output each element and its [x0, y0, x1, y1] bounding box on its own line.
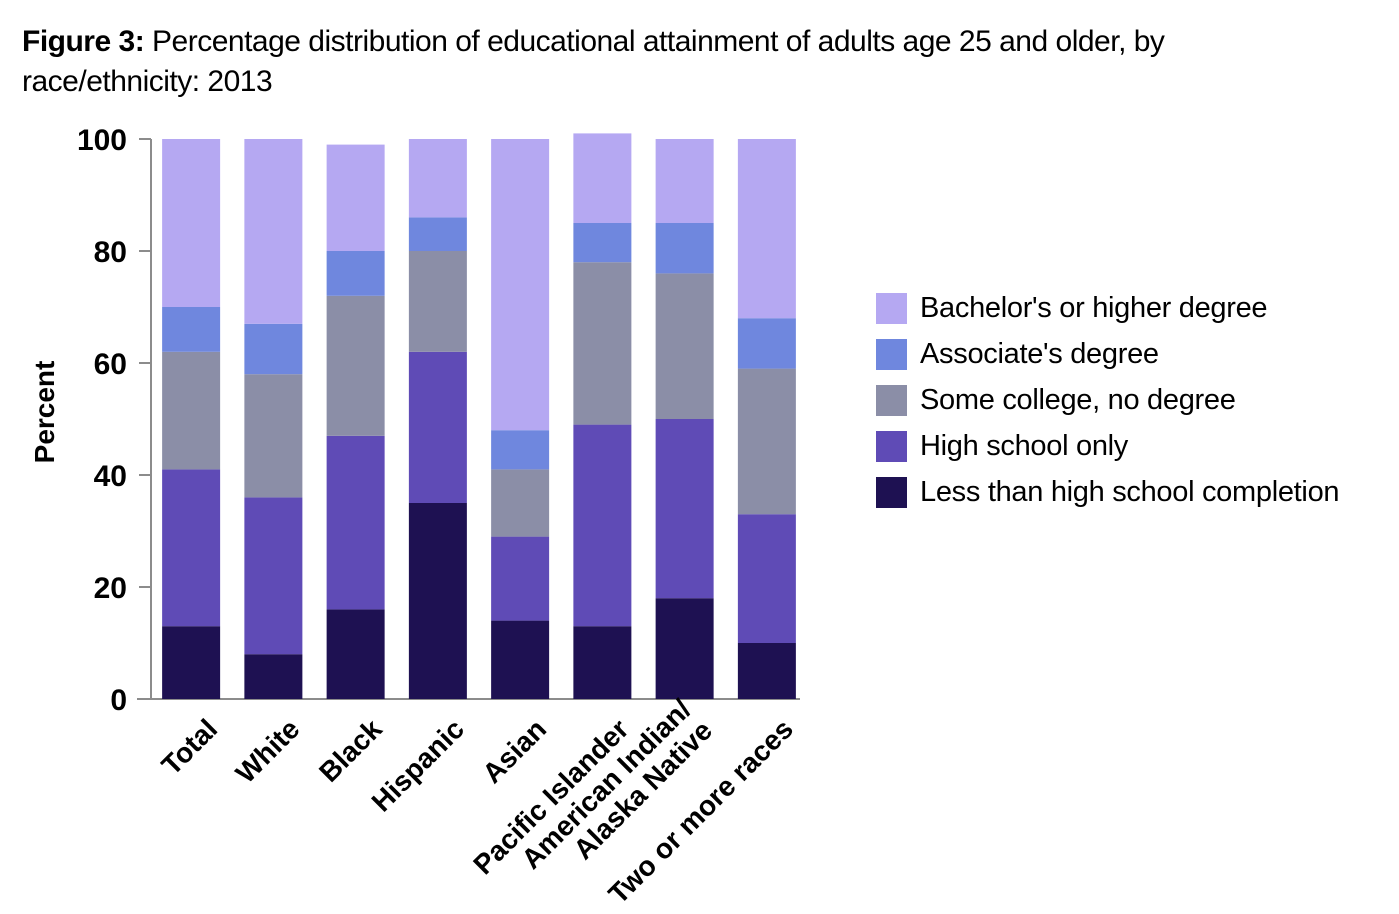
legend-label: High school only — [920, 429, 1128, 462]
bar-segment — [244, 654, 303, 699]
bar-segment — [408, 139, 467, 218]
legend-item: Some college, no degree — [876, 377, 1339, 423]
bar-group — [655, 139, 714, 699]
legend-item: Bachelor's or higher degree — [876, 285, 1339, 331]
bar-segment — [326, 144, 385, 251]
legend-swatch — [876, 384, 907, 416]
y-tick-label: 20 — [94, 572, 127, 605]
bar-segment — [162, 139, 221, 307]
legend-label: Associate's degree — [920, 337, 1159, 370]
x-tick-label-line: Total — [156, 713, 224, 781]
bar-segment — [244, 323, 303, 375]
x-tick-label: Total — [156, 713, 224, 781]
bar-group — [573, 133, 632, 699]
legend-item: Associate's degree — [876, 331, 1339, 377]
bar-segment — [737, 139, 796, 319]
legend-swatch — [876, 292, 907, 324]
bar-segment — [491, 620, 550, 699]
y-tick-label: 40 — [94, 460, 127, 493]
bar-segment — [655, 419, 714, 599]
legend-label: Some college, no degree — [920, 383, 1236, 416]
bar-segment — [655, 139, 714, 223]
legend: Bachelor's or higher degree Associate's d… — [876, 285, 1340, 515]
bar-segment — [244, 497, 303, 655]
y-tick-label: 100 — [77, 124, 127, 157]
bar-segment — [573, 223, 632, 263]
y-axis-title: Percent — [29, 361, 60, 464]
bar-segment — [408, 217, 467, 251]
bar-segment — [737, 318, 796, 369]
bar-segment — [162, 626, 221, 699]
legend-label: Bachelor's or higher degree — [920, 291, 1268, 324]
legend-item: Less than high school completion — [876, 469, 1340, 515]
bar-segment — [655, 273, 714, 419]
bar-segment — [326, 295, 385, 436]
bar-segment — [573, 133, 632, 223]
bar-group — [491, 139, 550, 699]
bar-segment — [655, 598, 714, 699]
bar-segment — [491, 139, 550, 431]
figure-caption: Percentage distribution of educational a… — [22, 25, 1165, 98]
bar-segment — [737, 514, 796, 643]
bar-segment — [491, 469, 550, 537]
y-tick-label: 0 — [110, 684, 127, 717]
bar-segment — [162, 351, 221, 470]
legend-item: High school only — [876, 423, 1339, 469]
bar-group — [737, 139, 796, 699]
bar-segment — [408, 251, 467, 352]
figure-number: Figure 3: — [22, 25, 145, 58]
x-tick-label-line: Black — [313, 713, 388, 788]
bar-segment — [737, 368, 796, 515]
bar-segment — [244, 374, 303, 498]
x-tick-label-line: White — [230, 713, 306, 789]
bar-segment — [573, 262, 632, 425]
bar-segment — [491, 430, 550, 470]
bar-group — [244, 139, 303, 699]
x-tick-label: Asian — [476, 713, 552, 789]
x-tick-label: White — [230, 713, 306, 789]
x-tick-label-line: Asian — [476, 713, 552, 789]
bar-group — [326, 144, 385, 699]
legend-swatch — [876, 476, 907, 508]
bar-segment — [244, 139, 303, 324]
bar-segment — [573, 424, 632, 627]
bar-segment — [326, 609, 385, 699]
bar-segment — [655, 223, 714, 274]
bar-segment — [737, 643, 796, 699]
legend-swatch — [876, 338, 907, 370]
y-tick-label: 60 — [94, 348, 127, 381]
legend-swatch — [876, 430, 907, 462]
legend-label: Less than high school completion — [920, 475, 1340, 508]
y-tick-label: 80 — [94, 236, 127, 269]
chart-title: Figure 3: Percentage distribution of edu… — [22, 22, 1322, 102]
bar-segment — [408, 503, 467, 699]
bar-segment — [326, 251, 385, 296]
x-tick-label: Black — [313, 713, 388, 788]
bar-segment — [573, 626, 632, 699]
bar-segment — [162, 469, 221, 627]
bar-segment — [162, 307, 221, 352]
bar-segment — [326, 435, 385, 610]
bar-group — [162, 139, 221, 699]
bar-segment — [491, 536, 550, 621]
bar-segment — [408, 351, 467, 503]
bar-group — [408, 139, 467, 699]
